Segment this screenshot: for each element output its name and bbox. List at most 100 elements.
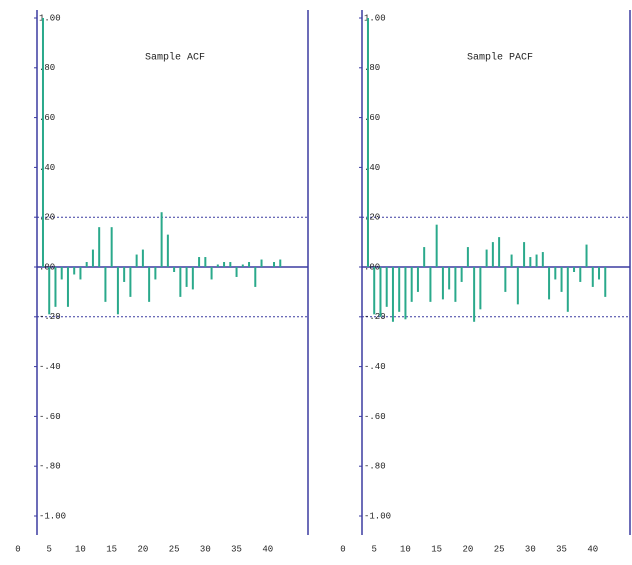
x-tick-label: 5 — [47, 544, 52, 554]
y-tick-label: .40 — [364, 163, 380, 173]
bar — [179, 267, 182, 297]
bar — [79, 267, 82, 280]
y-tick-label: -.40 — [39, 362, 61, 372]
x-tick-label: 0 — [15, 544, 20, 554]
bar — [60, 267, 63, 280]
bar — [185, 267, 188, 287]
bar — [241, 264, 244, 267]
x-tick-label: 35 — [231, 544, 242, 554]
bar — [554, 267, 557, 280]
bar — [235, 267, 238, 277]
bar — [210, 267, 213, 280]
bar — [423, 247, 426, 267]
bar — [548, 267, 551, 300]
x-tick-label: 30 — [200, 544, 211, 554]
bar — [216, 264, 219, 267]
x-tick-label: 10 — [400, 544, 411, 554]
bar — [48, 267, 51, 315]
bar — [410, 267, 413, 302]
bar — [66, 267, 69, 307]
bar — [110, 227, 113, 267]
x-tick-label: 30 — [525, 544, 536, 554]
bar — [579, 267, 582, 282]
x-tick-label: 25 — [494, 544, 505, 554]
bar — [491, 242, 494, 267]
x-tick-label: 20 — [462, 544, 473, 554]
bar — [154, 267, 157, 280]
bar — [41, 18, 44, 267]
bar — [441, 267, 444, 300]
bar — [104, 267, 107, 302]
chart-title: Sample ACF — [145, 52, 205, 64]
x-tick-label: 40 — [262, 544, 273, 554]
bar — [454, 267, 457, 302]
bar — [91, 249, 94, 267]
x-tick-label: 25 — [169, 544, 180, 554]
bar — [523, 242, 526, 267]
bar — [485, 249, 488, 267]
bar — [573, 267, 576, 272]
bar — [166, 234, 169, 267]
y-tick-label: .80 — [39, 63, 55, 73]
bar — [385, 267, 388, 307]
bar — [116, 267, 119, 315]
bar — [535, 254, 538, 267]
x-tick-label: 40 — [587, 544, 598, 554]
bar — [373, 267, 376, 315]
y-tick-label: -.80 — [39, 462, 61, 472]
y-tick-label: -.20 — [39, 312, 61, 322]
y-tick-label: 1.00 — [39, 13, 61, 23]
y-tick-label: .80 — [364, 63, 380, 73]
bar — [135, 254, 138, 267]
bar — [123, 267, 126, 282]
bar — [379, 267, 382, 317]
bar — [598, 267, 601, 280]
y-tick-label: .20 — [364, 213, 380, 223]
bar — [391, 267, 394, 322]
bar — [473, 267, 476, 322]
bar — [404, 267, 407, 320]
bar — [248, 262, 251, 267]
bar — [254, 267, 257, 287]
x-tick-label: 10 — [75, 544, 86, 554]
bar — [273, 262, 276, 267]
bar — [260, 259, 263, 267]
bar — [85, 262, 88, 267]
bar — [560, 267, 563, 292]
x-tick-label: 0 — [340, 544, 345, 554]
x-tick-label: 35 — [556, 544, 567, 554]
y-tick-label: .60 — [364, 113, 380, 123]
y-tick-label: -.40 — [364, 362, 386, 372]
x-tick-label: 15 — [106, 544, 117, 554]
bar — [141, 249, 144, 267]
chart-title: Sample PACF — [467, 52, 533, 64]
bar — [516, 267, 519, 305]
bar — [479, 267, 482, 310]
bar — [591, 267, 594, 287]
bar — [460, 267, 463, 282]
bar — [73, 267, 76, 275]
y-tick-label: -.60 — [364, 412, 386, 422]
bar — [98, 227, 101, 267]
bar — [279, 259, 282, 267]
bar — [229, 262, 232, 267]
bar — [398, 267, 401, 312]
y-tick-label: .60 — [39, 113, 55, 123]
bar — [366, 18, 369, 267]
bar — [541, 252, 544, 267]
x-tick-label: 5 — [372, 544, 377, 554]
bar — [498, 237, 501, 267]
x-tick-label: 20 — [137, 544, 148, 554]
bar — [223, 262, 226, 267]
bar — [429, 267, 432, 302]
bar — [160, 212, 163, 267]
bar — [466, 247, 469, 267]
bar — [54, 267, 57, 307]
bar — [416, 267, 419, 292]
bar — [448, 267, 451, 290]
bar — [529, 257, 532, 267]
y-tick-label: -.60 — [39, 412, 61, 422]
y-tick-label: -1.00 — [364, 511, 391, 521]
bar — [191, 267, 194, 290]
y-tick-label: -1.00 — [39, 511, 66, 521]
